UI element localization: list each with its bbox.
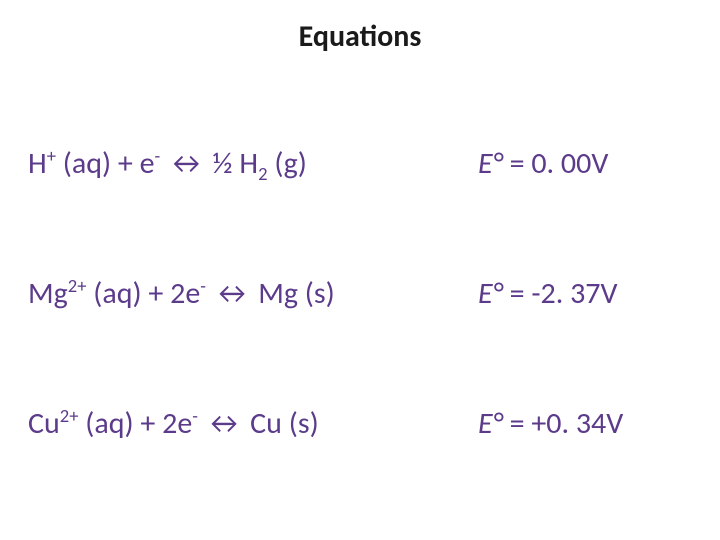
- phase-ion: (aq): [85, 405, 133, 442]
- electron: e: [185, 275, 200, 312]
- equals: =: [503, 405, 532, 442]
- equals: =: [503, 275, 532, 312]
- equals: =: [503, 145, 532, 182]
- equation-row: Cu2+ (aq) + 2e- ↔ Cu (s) E° = +0. 34V: [28, 405, 698, 442]
- e-symbol: E: [478, 275, 493, 312]
- e-degree: °: [493, 145, 503, 182]
- product: Cu: [250, 405, 282, 442]
- e-degree: °: [493, 405, 503, 442]
- charge: 2+: [60, 404, 79, 427]
- arrow: ↔: [160, 145, 212, 182]
- product: Mg: [258, 275, 298, 312]
- phase-ion: (aq): [63, 145, 111, 182]
- e-value: -2. 37V: [531, 275, 617, 312]
- charge: +: [47, 144, 56, 167]
- page-title: Equations: [0, 18, 720, 55]
- species: Mg: [28, 275, 68, 312]
- equation-row: H+ (aq) + e- ↔ ½ H2 (g) E° = 0. 00V: [28, 145, 698, 182]
- phase-product: (g): [274, 145, 306, 182]
- phase-ion: (aq): [93, 275, 141, 312]
- product-sub: 2: [258, 162, 267, 185]
- equation-lhs: H+ (aq) + e- ↔ ½ H2 (g): [28, 145, 307, 182]
- electron: e: [140, 145, 155, 182]
- equation-rhs: E° = 0. 00V: [478, 145, 608, 182]
- equation-lhs: Mg2+ (aq) + 2e- ↔ Mg (s): [28, 275, 335, 312]
- arrow: ↔: [206, 275, 258, 312]
- phase-product: (s): [305, 275, 335, 312]
- plus: +: [134, 405, 163, 442]
- electron-coeff: 2: [170, 275, 185, 312]
- product: H: [239, 145, 258, 182]
- species: H: [28, 145, 47, 182]
- e-value: 0. 00V: [531, 145, 608, 182]
- product-coeff: ½: [212, 145, 239, 182]
- equation-row: Mg2+ (aq) + 2e- ↔ Mg (s) E° = -2. 37V: [28, 275, 698, 312]
- equation-rhs: E° = +0. 34V: [478, 405, 623, 442]
- electron: e: [177, 405, 192, 442]
- charge: 2+: [68, 274, 87, 297]
- species: Cu: [28, 405, 60, 442]
- e-symbol: E: [478, 145, 493, 182]
- plus: +: [142, 275, 171, 312]
- e-degree: °: [493, 275, 503, 312]
- phase-product: (s): [289, 405, 319, 442]
- equation-lhs: Cu2+ (aq) + 2e- ↔ Cu (s): [28, 405, 319, 442]
- arrow: ↔: [198, 405, 250, 442]
- e-symbol: E: [478, 405, 493, 442]
- electron-coeff: 2: [162, 405, 177, 442]
- plus: +: [111, 145, 140, 182]
- equation-rhs: E° = -2. 37V: [478, 275, 618, 312]
- e-value: +0. 34V: [531, 405, 623, 442]
